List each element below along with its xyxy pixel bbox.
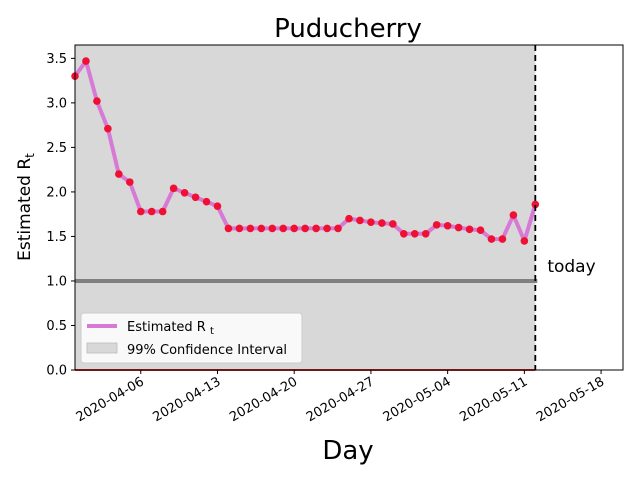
- data-point: [498, 235, 507, 243]
- data-point: [345, 214, 353, 223]
- x-axis-label: Day: [322, 436, 373, 466]
- legend-swatch-confidence-interval: [86, 342, 118, 354]
- y-tick-label: 2.5: [46, 141, 67, 156]
- data-point: [246, 224, 255, 233]
- data-point: [235, 224, 244, 233]
- y-axis-label-main: Estimated R: [15, 158, 35, 261]
- data-point: [82, 57, 90, 65]
- legend: Estimated R t 99% Confidence Interval: [80, 312, 303, 364]
- data-point: [443, 221, 452, 230]
- data-point: [389, 220, 397, 228]
- y-tick-label: 1.5: [46, 230, 67, 245]
- data-point: [476, 226, 485, 235]
- data-point: [115, 170, 123, 178]
- data-point: [378, 219, 386, 227]
- data-point: [323, 224, 331, 233]
- data-point: [432, 221, 441, 229]
- data-point: [224, 224, 233, 233]
- x-tick-label: 2020-04-06: [74, 374, 147, 425]
- data-point: [465, 225, 474, 234]
- legend-label-estimated-rt: Estimated R t: [127, 320, 214, 337]
- data-point: [301, 224, 309, 233]
- today-label: today: [547, 257, 595, 277]
- x-tick-label: 2020-04-20: [227, 374, 300, 425]
- legend-label-main: Estimated R: [127, 320, 210, 335]
- data-point: [421, 229, 430, 238]
- plot-frame: [74, 44, 624, 371]
- data-point: [257, 224, 266, 233]
- data-point: [454, 223, 463, 232]
- y-axis-label: Estimated Rt: [15, 153, 37, 261]
- legend-box: [80, 312, 303, 364]
- data-point: [410, 229, 419, 238]
- data-point: [147, 207, 156, 216]
- x-tick-label: 2020-04-27: [304, 374, 377, 425]
- data-point: [400, 229, 408, 238]
- data-point: [356, 216, 364, 225]
- data-point: [334, 224, 342, 233]
- data-point: [213, 202, 222, 210]
- x-tick-label: 2020-05-18: [534, 374, 607, 425]
- data-point: [158, 207, 167, 216]
- data-point: [367, 218, 375, 226]
- data-point: [202, 197, 211, 206]
- legend-label-subscript: t: [210, 326, 214, 337]
- chart-title: Puducherry: [274, 14, 422, 44]
- data-point: [290, 224, 299, 233]
- data-point: [104, 124, 112, 133]
- data-point: [279, 224, 288, 233]
- data-point: [93, 97, 101, 105]
- x-tick-label: 2020-05-11: [457, 374, 530, 425]
- data-point: [180, 189, 189, 197]
- legend-label-confidence-interval: 99% Confidence Interval: [127, 343, 287, 358]
- data-point: [312, 224, 320, 233]
- x-tick-label: 2020-04-13: [151, 374, 224, 425]
- y-tick-label: 3.0: [46, 96, 67, 111]
- x-tick-label: 2020-05-04: [381, 374, 454, 425]
- data-point: [136, 207, 145, 216]
- data-point: [509, 211, 518, 219]
- y-tick-label: 0.0: [46, 364, 67, 379]
- data-point: [268, 224, 277, 233]
- data-point: [531, 200, 540, 209]
- data-point: [487, 235, 496, 243]
- data-point: [169, 184, 178, 193]
- y-tick-label: 1.0: [46, 274, 67, 289]
- data-point: [126, 178, 134, 186]
- y-tick-label: 2.0: [46, 185, 67, 200]
- y-tick-label: 3.5: [46, 52, 67, 67]
- data-point: [191, 193, 200, 202]
- data-point: [520, 237, 529, 245]
- y-tick-label: 0.5: [46, 319, 67, 334]
- y-axis-label-subscript: t: [23, 153, 37, 158]
